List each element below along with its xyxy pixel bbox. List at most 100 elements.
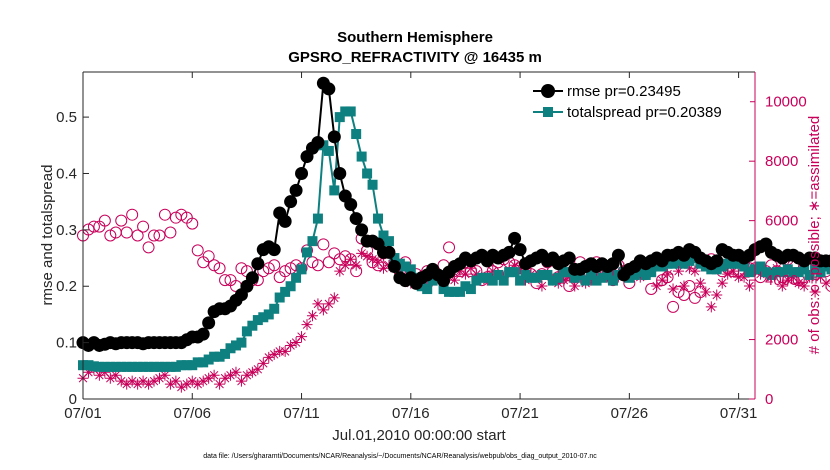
totalspread-point — [471, 275, 482, 286]
totalspread-point — [252, 315, 263, 326]
obs-assimilated-point — [121, 378, 133, 390]
totalspread-point — [334, 112, 345, 123]
totalspread-point — [400, 261, 411, 272]
obs-possible-point — [148, 229, 161, 242]
totalspread-point — [482, 272, 493, 283]
rmse-point — [513, 243, 527, 257]
totalspread-point — [531, 272, 542, 283]
obs-assimilated-point — [208, 369, 220, 381]
totalspread-point — [170, 361, 181, 372]
totalspread-point — [389, 253, 400, 264]
totalspread-point — [121, 361, 132, 372]
obs-assimilated-point — [372, 256, 384, 268]
totalspread-point — [493, 269, 504, 280]
rmse-point — [355, 223, 369, 237]
obs-assimilated-point — [656, 274, 668, 286]
obs-assimilated-point — [700, 286, 712, 298]
obs-assimilated-point — [230, 366, 242, 378]
totalspread-point — [640, 269, 651, 280]
obs-assimilated-point — [339, 259, 351, 271]
obs-assimilated-point — [312, 298, 324, 310]
obs-assimilated-point — [678, 280, 690, 292]
obs-assimilated-point — [82, 366, 94, 378]
totalspread-point — [116, 361, 127, 372]
obs-assimilated-point — [673, 265, 685, 277]
obs-possible-point — [191, 244, 204, 257]
y-tick-label: 0.5 — [56, 109, 77, 126]
totalspread-point — [280, 286, 291, 297]
right-y-tick-label: 8000 — [765, 153, 798, 170]
obs-assimilated-point — [110, 369, 122, 381]
totalspread-point — [225, 343, 236, 354]
obs-assimilated-point — [306, 310, 318, 322]
totalspread-point — [673, 255, 684, 266]
legend-totalspread-label: totalspread pr=0.20389 — [567, 104, 722, 121]
totalspread-point — [760, 267, 771, 278]
obs-assimilated-point — [514, 262, 526, 274]
totalspread-point — [465, 284, 476, 295]
totalspread-point — [717, 261, 728, 272]
obs-possible-point — [126, 208, 139, 221]
totalspread-point — [520, 269, 531, 280]
obs-assimilated-point — [317, 304, 329, 316]
obs-assimilated-point — [219, 372, 231, 384]
totalspread-point — [646, 267, 657, 278]
totalspread-point — [165, 361, 176, 372]
totalspread-point — [88, 361, 99, 372]
y-axis-label: rmse and totalspread — [39, 165, 56, 306]
obs-assimilated-point — [449, 274, 461, 286]
obs-assimilated-point — [104, 372, 116, 384]
obs-possible-point — [219, 274, 232, 287]
right-y-tick-label: 2000 — [765, 332, 798, 349]
y-tick-label: 0.3 — [56, 222, 77, 239]
obs-assimilated-point — [148, 375, 160, 387]
obs-assimilated-point — [115, 375, 127, 387]
chart-title-line2: GPSRO_REFRACTIVITY @ 16435 m — [288, 49, 542, 66]
totalspread-point — [302, 247, 312, 258]
totalspread-point — [187, 360, 198, 371]
totalspread-point — [422, 284, 433, 295]
totalspread-point — [263, 309, 274, 320]
obs-possible-point — [311, 259, 324, 272]
totalspread-point — [684, 255, 695, 266]
right-y-tick-label: 10000 — [765, 94, 807, 111]
totalspread-point — [553, 272, 564, 283]
obs-possible-point — [322, 256, 335, 269]
obs-possible-point — [142, 241, 155, 254]
obs-assimilated-point — [727, 265, 739, 277]
totalspread-point — [198, 357, 209, 368]
obs-assimilated-point — [175, 381, 187, 393]
totalspread-point — [285, 281, 296, 292]
x-tick-label: 07/31 — [720, 405, 758, 422]
obs-possible-point — [262, 262, 275, 275]
totalspread-point — [378, 230, 389, 241]
totalspread-point — [739, 261, 750, 272]
totalspread-point — [460, 281, 471, 292]
legend-rmse-marker — [541, 84, 555, 98]
totalspread-point — [236, 337, 247, 348]
obs-assimilated-point — [279, 345, 291, 357]
obs-assimilated-point — [722, 268, 734, 280]
obs-assimilated-point — [225, 369, 237, 381]
totalspread-point — [728, 258, 739, 269]
totalspread-point — [586, 269, 597, 280]
totalspread-point — [777, 267, 788, 278]
totalspread-point — [788, 267, 799, 278]
totalspread-point — [602, 269, 613, 280]
rmse-point — [508, 231, 522, 245]
obs-assimilated-point — [744, 280, 756, 292]
legend-box — [525, 78, 750, 124]
rmse-series — [76, 76, 830, 352]
obs-possible-point — [158, 208, 171, 221]
obs-assimilated-point — [662, 268, 674, 280]
obs-assimilated-point — [285, 339, 297, 351]
obs-assimilated-point — [99, 366, 111, 378]
obs-assimilated-point — [328, 292, 340, 304]
obs-possible-point — [175, 208, 188, 221]
y-tick-label: 0 — [69, 391, 77, 408]
rmse-point — [349, 212, 363, 226]
obs-assimilated-point — [268, 348, 280, 360]
totalspread-point — [651, 261, 662, 272]
totalspread-point — [782, 264, 793, 275]
